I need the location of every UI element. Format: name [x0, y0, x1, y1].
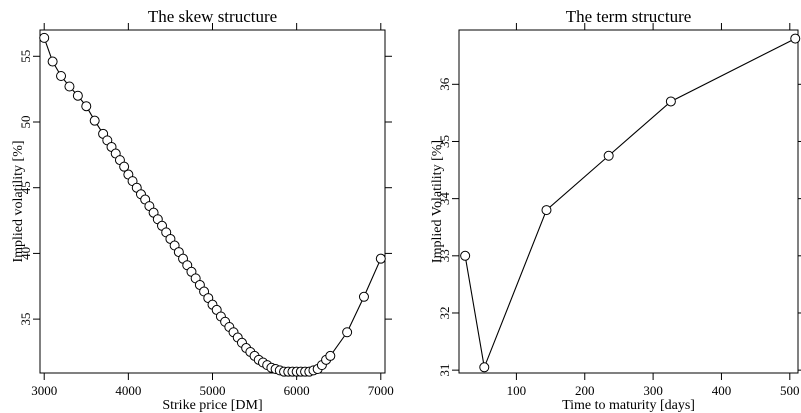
term-data-point	[460, 250, 471, 261]
skew-y-axis-label: Implied volatility [%]	[11, 140, 26, 262]
term-y-axis-label: Implied Volatility [%]	[430, 140, 445, 263]
skew-y-tick-label: 40	[18, 247, 33, 260]
skew-data-point	[47, 56, 58, 67]
term-data-point	[665, 96, 676, 107]
skew-data-point	[81, 101, 92, 112]
skew-data-point	[375, 253, 386, 264]
skew-y-tick-label: 35	[18, 313, 33, 326]
skew-y-tick-label: 50	[18, 115, 33, 128]
skew-data-point	[56, 70, 67, 81]
skew-structure-panel: The skew structure Strike price [DM] Imp…	[11, 7, 394, 413]
skew-data-point	[64, 81, 75, 92]
term-chart-title: The term structure	[566, 7, 692, 26]
skew-y-tick-label: 55	[18, 50, 33, 63]
term-series-line	[464, 38, 796, 370]
term-data-point	[479, 362, 490, 373]
term-y-tick-label: 34	[437, 192, 452, 206]
skew-y-tick-label: 45	[18, 181, 33, 194]
term-x-axis-label: Time to maturity [days]	[562, 398, 695, 413]
term-plot-area: 100 200 300 400 500 31 32 33 34 35 36	[437, 23, 801, 398]
term-data-point	[790, 33, 801, 44]
skew-data-point	[72, 90, 83, 101]
term-structure-panel: The term structure Time to maturity [day…	[430, 7, 801, 413]
skew-data-point	[358, 291, 369, 302]
skew-x-tick-label: 4000	[115, 383, 141, 398]
term-y-tick-label: 33	[437, 249, 452, 262]
skew-data-point	[119, 161, 130, 172]
skew-x-tick-label: 5000	[200, 383, 226, 398]
skew-data-point	[325, 350, 336, 361]
term-y-tick-label: 35	[437, 135, 452, 148]
term-x-tick-label: 300	[643, 383, 663, 398]
term-x-tick-label: 400	[712, 383, 732, 398]
skew-x-tick-label: 7000	[368, 383, 394, 398]
term-y-tick-label: 36	[437, 77, 452, 91]
skew-x-tick-label: 3000	[31, 383, 57, 398]
term-y-tick-label: 31	[437, 364, 452, 377]
term-x-tick-label: 500	[780, 383, 800, 398]
term-data-point	[541, 205, 552, 216]
term-data-point	[603, 150, 614, 161]
skew-data-point	[89, 115, 100, 126]
term-y-tick-label: 32	[437, 306, 452, 319]
skew-data-point	[39, 32, 50, 43]
skew-data-point	[342, 327, 353, 338]
term-plot-frame	[458, 29, 799, 374]
skew-x-tick-label: 6000	[284, 383, 310, 398]
term-x-tick-label: 100	[507, 383, 527, 398]
skew-series-line	[43, 37, 382, 373]
skew-plot-frame	[39, 29, 386, 374]
skew-x-axis-label: Strike price [DM]	[162, 398, 262, 413]
skew-plot-area: 3000 4000 5000 6000 7000 35 40 45 50 55	[18, 23, 394, 398]
skew-chart-title: The skew structure	[148, 7, 277, 26]
term-x-tick-label: 200	[575, 383, 595, 398]
